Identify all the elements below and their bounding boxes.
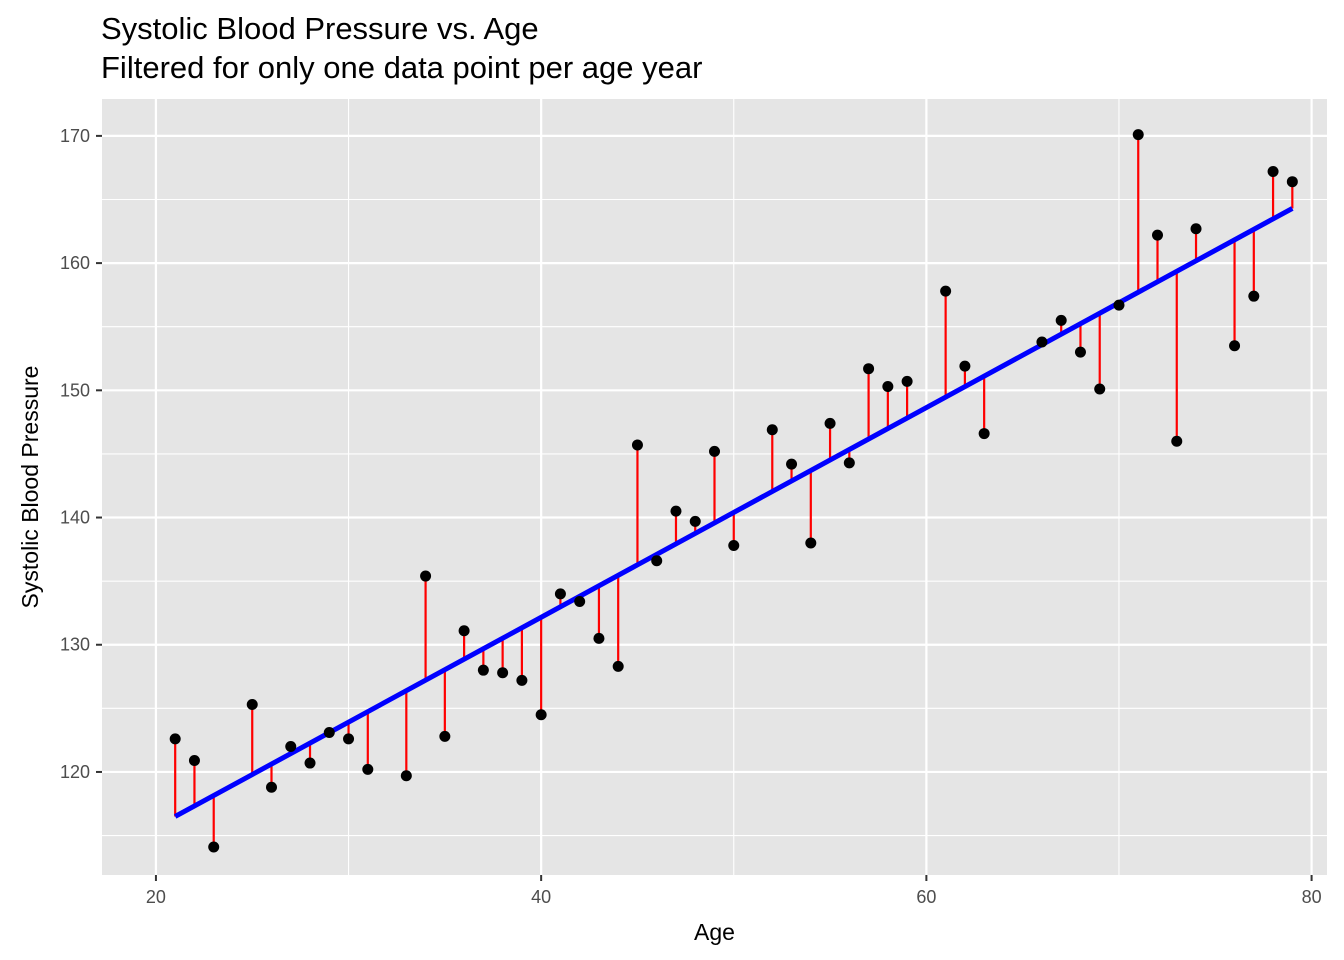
- data-point: [265, 781, 277, 793]
- chart-title: Systolic Blood Pressure vs. Age: [101, 11, 539, 46]
- data-point: [246, 699, 258, 711]
- data-point: [1152, 229, 1164, 241]
- data-point: [516, 674, 528, 686]
- data-point: [420, 570, 432, 582]
- data-point: [1132, 129, 1144, 141]
- data-point: [1229, 340, 1241, 352]
- residual-lines: [174, 134, 1294, 848]
- data-point: [1267, 166, 1279, 178]
- data-point: [631, 439, 643, 451]
- chart-subtitle: Filtered for only one data point per age…: [101, 50, 702, 85]
- data-points: [169, 129, 1298, 853]
- data-point: [362, 763, 374, 775]
- data-point: [574, 595, 586, 607]
- data-point: [670, 505, 682, 517]
- data-point: [824, 417, 836, 429]
- y-tick-label: 170: [60, 126, 90, 146]
- data-point: [612, 660, 624, 672]
- data-point: [766, 424, 778, 436]
- data-point: [1036, 336, 1048, 348]
- data-point: [323, 727, 335, 739]
- data-point: [940, 285, 952, 297]
- data-point: [1248, 290, 1260, 302]
- data-point: [1286, 176, 1298, 188]
- y-tick-label: 150: [60, 380, 90, 400]
- data-point: [689, 515, 701, 527]
- data-point: [901, 375, 913, 387]
- x-tick-label: 60: [916, 887, 936, 907]
- data-point: [554, 588, 566, 600]
- data-point: [208, 841, 220, 853]
- data-point: [169, 733, 181, 745]
- data-point: [285, 741, 297, 753]
- x-axis-title: Age: [694, 919, 735, 945]
- data-point: [1074, 346, 1086, 358]
- data-point: [400, 770, 412, 782]
- x-tick-label: 40: [531, 887, 551, 907]
- data-point: [709, 445, 720, 457]
- y-tick-label: 120: [60, 762, 90, 782]
- data-point: [978, 428, 990, 440]
- data-point: [1113, 299, 1125, 311]
- x-tick-label: 20: [146, 887, 166, 907]
- y-tick-label: 140: [60, 508, 90, 528]
- regression-line: [173, 206, 1294, 819]
- y-tick-label: 130: [60, 635, 90, 655]
- data-point: [651, 555, 663, 567]
- data-point: [477, 664, 489, 676]
- y-axis-ticks: 120 130 140 150 160 170: [60, 126, 102, 782]
- data-point: [786, 458, 798, 470]
- data-point: [1055, 314, 1067, 326]
- data-point: [728, 540, 740, 552]
- y-axis-title: Systolic Blood Pressure: [17, 366, 43, 609]
- data-point: [458, 625, 470, 637]
- data-point: [1171, 435, 1183, 447]
- data-point: [535, 709, 547, 721]
- data-point: [188, 755, 200, 767]
- data-point: [863, 363, 875, 375]
- data-point: [1094, 383, 1106, 395]
- fit-line-layer: [173, 206, 1294, 819]
- data-point: [304, 757, 316, 769]
- x-axis-ticks: 20 40 60 80: [146, 875, 1322, 907]
- data-point: [843, 457, 855, 469]
- major-grid: [102, 99, 1327, 875]
- data-point: [959, 360, 971, 372]
- data-point: [1190, 223, 1202, 235]
- minor-grid: [102, 99, 1327, 875]
- data-point: [497, 667, 509, 679]
- data-point: [805, 537, 817, 549]
- data-point: [439, 730, 451, 742]
- data-point: [593, 632, 605, 644]
- y-tick-label: 160: [60, 253, 90, 273]
- data-point: [882, 381, 894, 393]
- x-tick-label: 80: [1302, 887, 1322, 907]
- data-point: [343, 733, 355, 745]
